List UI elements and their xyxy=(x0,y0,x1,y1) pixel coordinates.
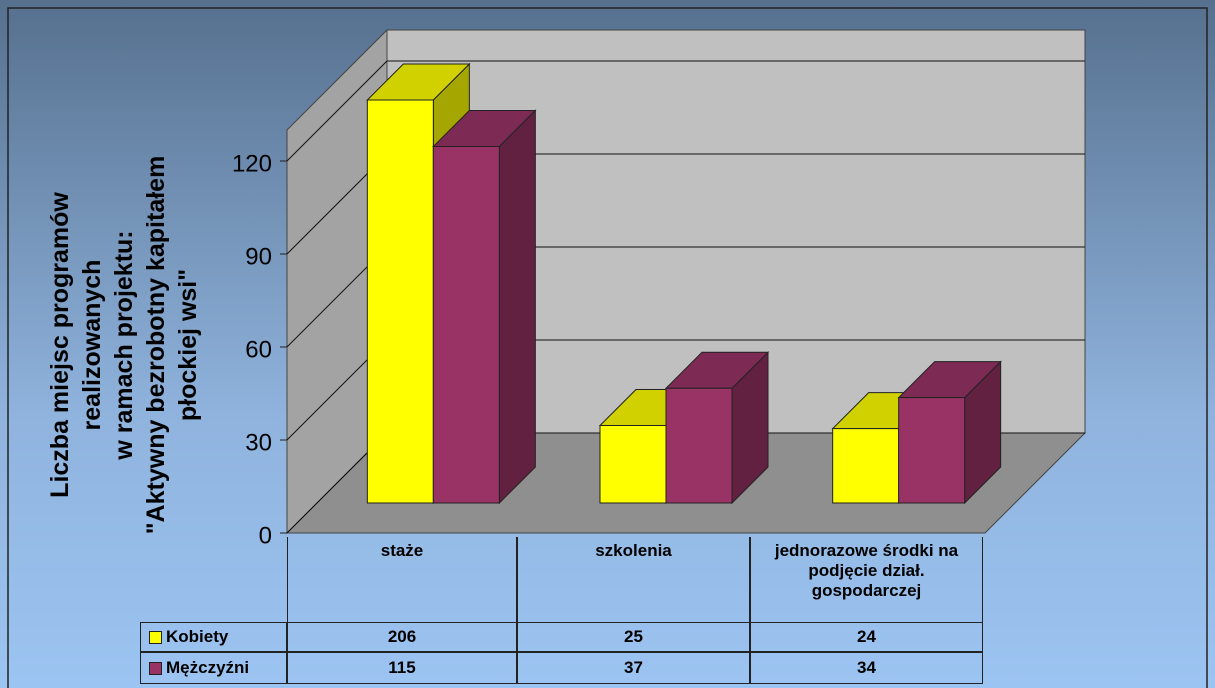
legend-item: Kobiety xyxy=(140,622,287,652)
table-value: 206 xyxy=(287,622,517,652)
category-label: jednorazowe środki na podjęcie dział. go… xyxy=(750,537,983,622)
bar-front xyxy=(599,425,667,504)
bar-front xyxy=(366,99,434,504)
category-label: staże xyxy=(287,537,517,622)
bar-front xyxy=(898,397,966,504)
frame xyxy=(7,7,1208,688)
table-value: 25 xyxy=(517,622,750,652)
legend-item: Mężczyźni xyxy=(140,652,287,684)
legend-swatch xyxy=(149,661,162,675)
bar xyxy=(664,351,770,505)
category-label: szkolenia xyxy=(517,537,750,622)
y-axis-title-line: "Aktywny bezrobotny kapitałem xyxy=(142,156,170,535)
y-axis-title-line: realizowanych xyxy=(78,260,106,431)
bar xyxy=(897,360,1002,505)
y-tick-label: 30 xyxy=(245,429,272,456)
y-axis-title-line: w ramach projektu: xyxy=(110,230,138,460)
y-axis-title-line: Liczba miejsc programów xyxy=(46,192,74,498)
y-tick-label: 0 xyxy=(259,522,272,549)
legend-label: Mężczyźni xyxy=(166,658,250,677)
y-axis-title: Liczba miejsc programów realizowanych w ra… xyxy=(46,156,202,535)
bar-front xyxy=(665,387,733,504)
table-value: 34 xyxy=(750,652,983,684)
legend-label: Kobiety xyxy=(166,627,229,646)
table-value: 37 xyxy=(517,652,750,684)
bar xyxy=(432,109,537,505)
legend-swatch xyxy=(149,630,162,644)
y-axis-title-line: płockiej wsi" xyxy=(174,269,202,421)
bar-front xyxy=(832,428,900,504)
y-tick-label: 120 xyxy=(232,150,272,177)
table-value: 24 xyxy=(750,622,983,652)
y-tick-label: 60 xyxy=(245,336,272,363)
table-value: 115 xyxy=(287,652,517,684)
grid-line xyxy=(286,60,388,162)
bar-front xyxy=(432,146,500,504)
bar-side xyxy=(498,109,536,505)
y-tick-label: 90 xyxy=(245,243,272,270)
